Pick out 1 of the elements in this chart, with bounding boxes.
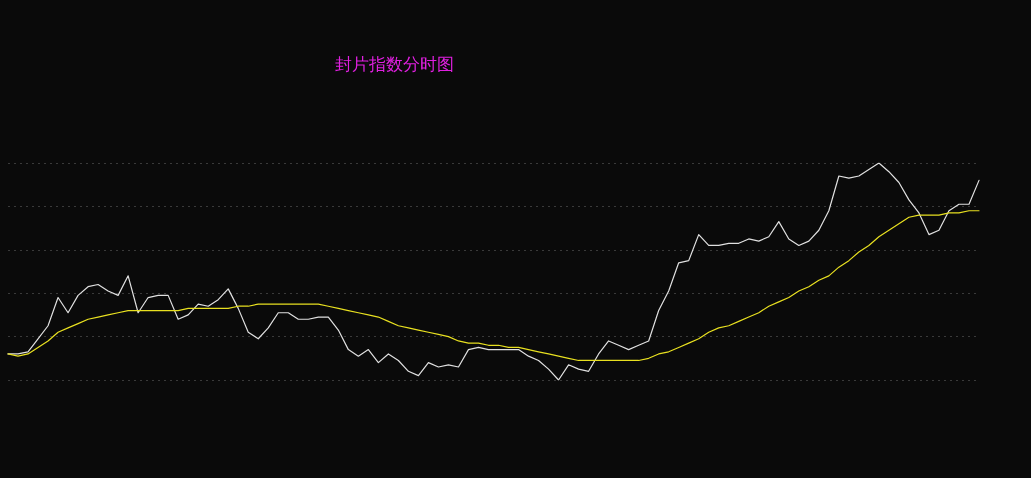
chart-title: 封片指数分时图: [335, 53, 454, 74]
